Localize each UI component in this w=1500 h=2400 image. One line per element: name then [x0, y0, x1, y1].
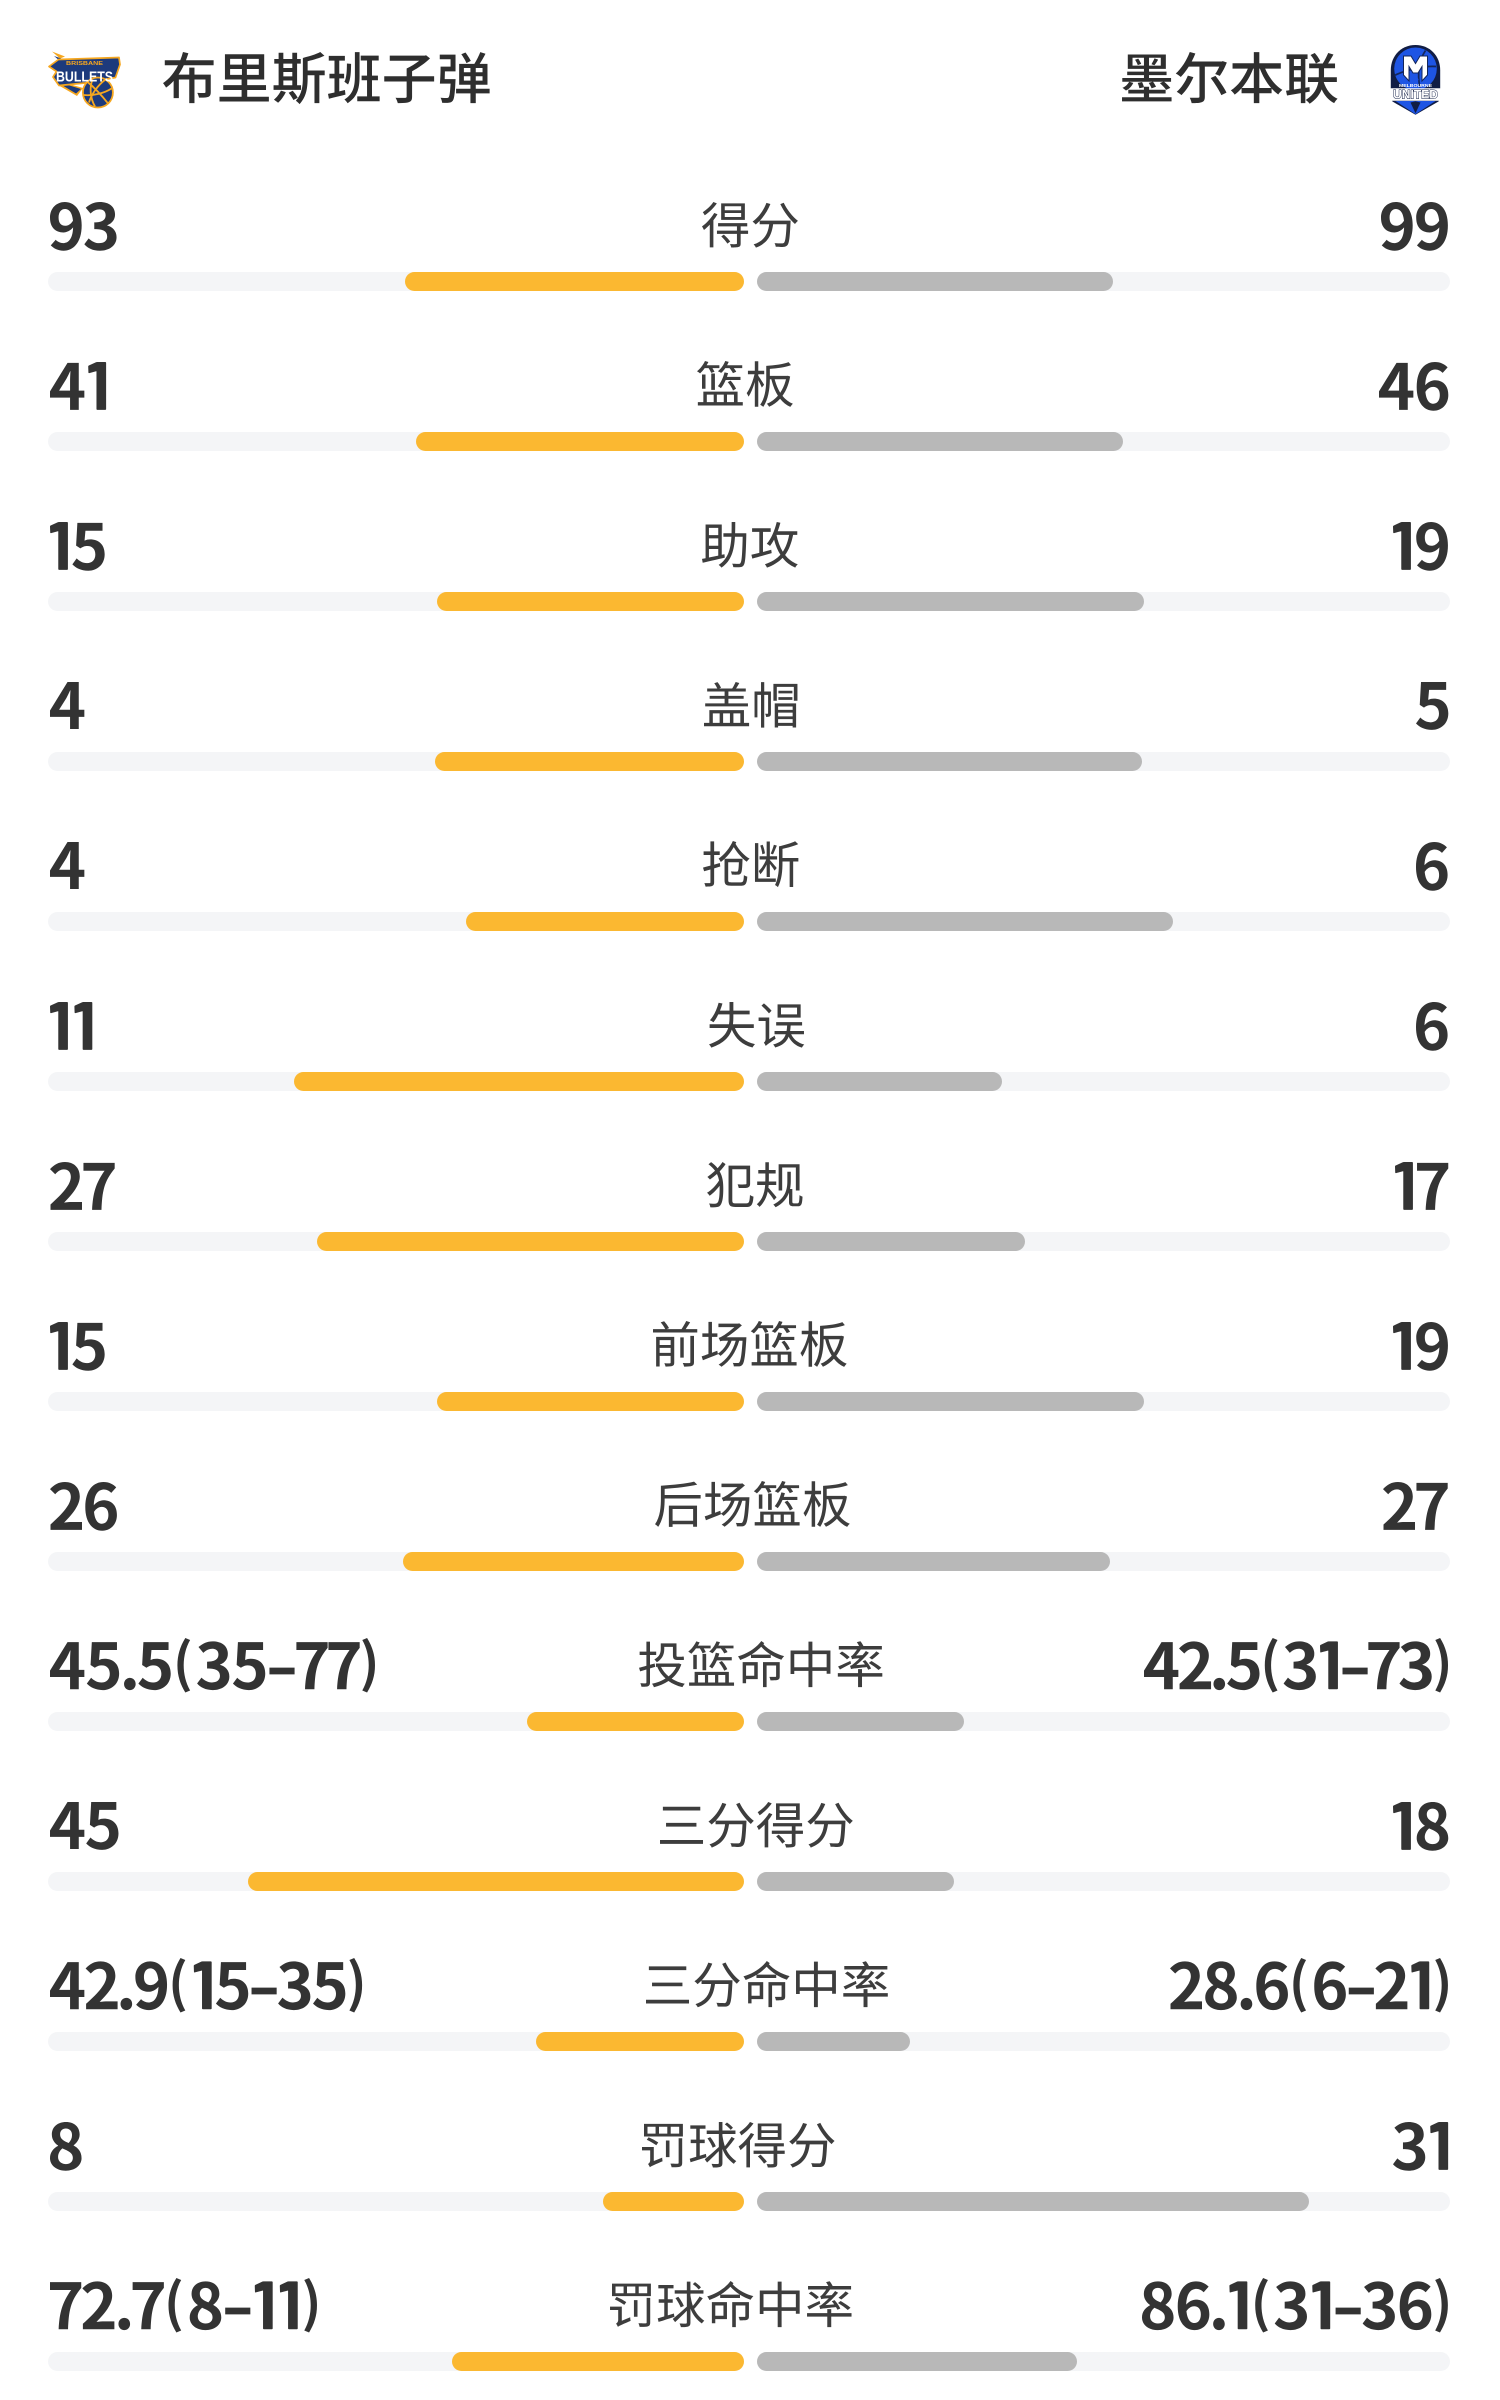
svg-text:UNITED: UNITED: [1393, 90, 1438, 102]
svg-text:BULLETS: BULLETS: [56, 70, 113, 86]
svg-text:MELBOURNE: MELBOURNE: [1399, 83, 1432, 88]
svg-text:BRISBANE: BRISBANE: [66, 61, 103, 67]
